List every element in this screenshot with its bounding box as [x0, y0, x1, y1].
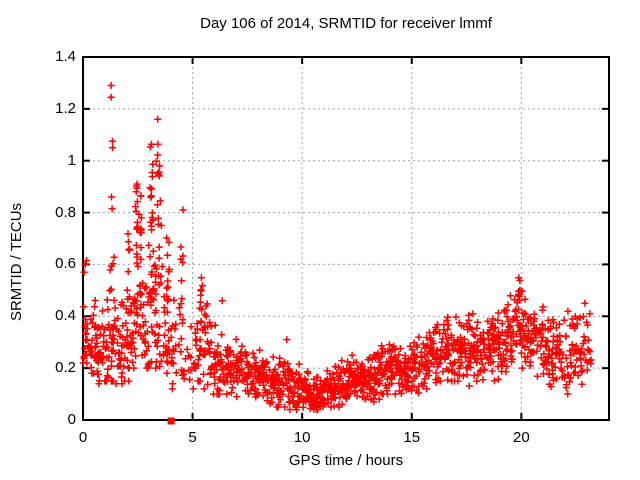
plot-border [82, 56, 610, 421]
x-tick-label: 10 [293, 429, 311, 446]
x-tick-label: 15 [403, 429, 421, 446]
x-tick-label: 20 [512, 429, 530, 446]
chart-title: Day 106 of 2014, SRMTID for receiver lmm… [200, 15, 492, 32]
y-tick-label: 1 [67, 151, 76, 169]
x-tick-label: 0 [78, 429, 88, 446]
data-points [79, 82, 595, 414]
y-tick-label: 0.2 [55, 359, 76, 377]
y-tick-label: 0 [67, 411, 76, 428]
y-tick-label: 0.8 [55, 203, 76, 221]
y-tick-label: 1.2 [55, 99, 76, 117]
y-tick-label: 1.4 [55, 48, 76, 65]
x-axis-label: GPS time / hours [288, 452, 404, 469]
grid-lines [83, 57, 609, 420]
x-tick-label: 5 [188, 429, 197, 446]
highlight-square-marker [167, 417, 175, 425]
y-tick-label: 0.4 [55, 307, 76, 325]
y-tick-label: 0.6 [55, 255, 76, 273]
